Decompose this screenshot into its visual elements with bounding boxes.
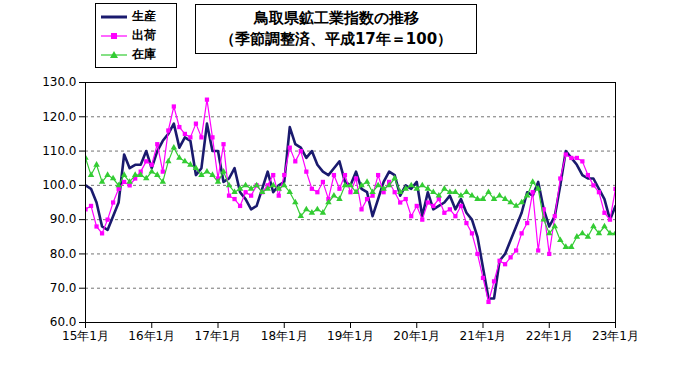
html-text:出荷: 出荷 [132,28,156,42]
svg-text:15年1月: 15年1月 [62,329,109,343]
svg-text:16年1月: 16年1月 [128,329,175,343]
svg-text:120.0: 120.0 [42,110,76,124]
svg-text:90.0: 90.0 [50,212,77,226]
svg-text:20年1月: 20年1月 [393,329,440,343]
svg-text:19年1月: 19年1月 [327,329,374,343]
svg-text:70.0: 70.0 [50,281,77,295]
svg-text:80.0: 80.0 [50,247,77,261]
html-text:生産: 生産 [132,9,156,23]
svg-text:23年1月: 23年1月 [592,329,639,343]
svg-text:22年1月: 22年1月 [526,329,573,343]
svg-text:17年1月: 17年1月 [195,329,242,343]
svg-text:21年1月: 21年1月 [460,329,507,343]
svg-text:60.0: 60.0 [50,315,77,329]
html-text:鳥取県鉱工業指数の推移: 鳥取県鉱工業指数の推移 [253,9,419,27]
svg-text:110.0: 110.0 [42,144,76,158]
svg-text:130.0: 130.0 [42,75,76,89]
svg-text:100.0: 100.0 [42,178,76,192]
html-text:（季節調整済、平成17年＝100）: （季節調整済、平成17年＝100） [219,30,453,48]
svg-text:18年1月: 18年1月 [261,329,308,343]
html-text:在庫: 在庫 [132,47,156,61]
